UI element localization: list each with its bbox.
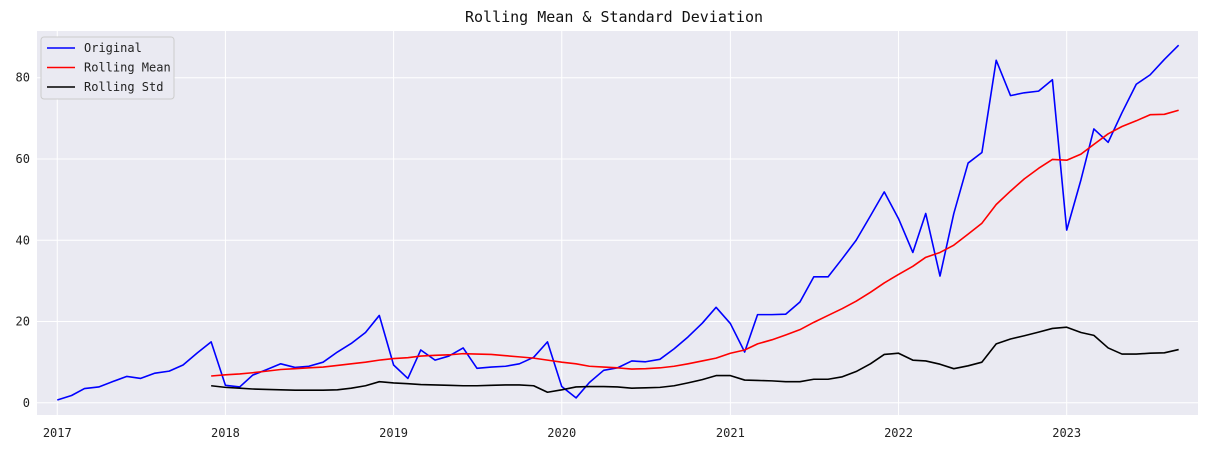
legend-entries: Original Rolling Mean Rolling Std <box>47 41 171 94</box>
x-tick-label: 2022 <box>884 426 913 440</box>
chart-title: Rolling Mean & Standard Deviation <box>465 8 763 26</box>
series-line-rolling-mean <box>211 109 1179 377</box>
x-tick-label: 2021 <box>716 426 745 440</box>
x-tick-label: 2019 <box>379 426 408 440</box>
y-tick-label: 20 <box>16 315 30 329</box>
series-line-rolling-std <box>211 326 1179 394</box>
y-axis-ticks: 0 20 40 60 80 <box>16 71 30 410</box>
legend-label-original: Original <box>84 41 142 55</box>
y-tick-label: 0 <box>23 396 30 410</box>
y-tick-label: 80 <box>16 71 30 85</box>
legend: Original Rolling Mean Rolling Std <box>40 36 175 100</box>
plot-background <box>37 31 1198 415</box>
x-tick-label: 2023 <box>1052 426 1081 440</box>
x-tick-label: 2020 <box>547 426 576 440</box>
y-tick-label: 40 <box>16 233 30 247</box>
x-tick-label: 2017 <box>43 426 72 440</box>
y-tick-label: 60 <box>16 152 30 166</box>
legend-label-rolling-std: Rolling Std <box>84 80 163 94</box>
x-axis-ticks: 2017 2018 2019 2020 2021 2022 2023 <box>43 426 1081 440</box>
series-lines <box>57 44 1180 401</box>
legend-label-rolling-mean: Rolling Mean <box>84 61 171 75</box>
legend-box <box>40 36 175 100</box>
x-tick-label: 2018 <box>211 426 240 440</box>
